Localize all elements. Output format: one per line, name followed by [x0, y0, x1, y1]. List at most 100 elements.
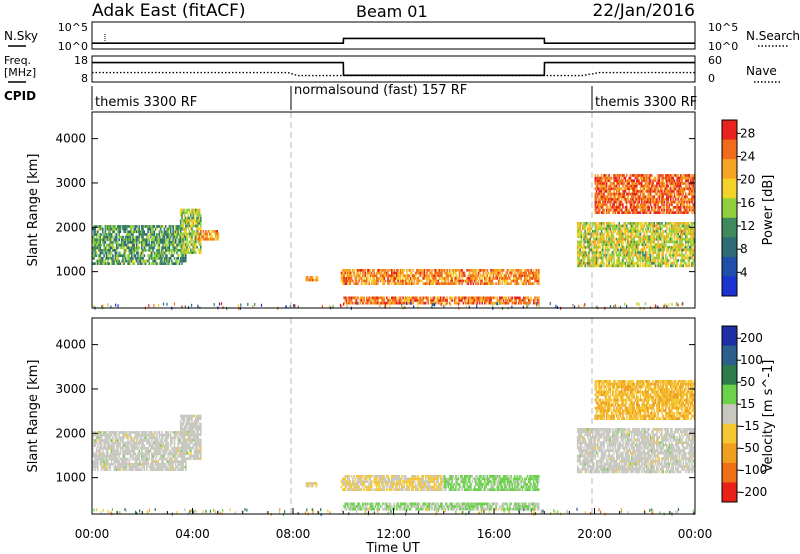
echo-cell: [129, 449, 132, 453]
echo-cell: [595, 253, 598, 257]
echo-cell: [612, 192, 614, 196]
echo-cell: [92, 463, 94, 466]
echo-cell: [120, 235, 123, 239]
echo-cell: [641, 179, 643, 183]
cpid-row: CPID themis 3300 RF normalsound (fast) 1…: [4, 83, 697, 110]
echo-cell: [669, 232, 672, 236]
echo-cell: [587, 245, 589, 249]
echo-cell: [685, 256, 687, 260]
echo-cell: [162, 246, 164, 250]
echo-cell: [467, 277, 470, 280]
echo-cell: [406, 269, 408, 272]
echo-cell: [486, 271, 489, 275]
echo-cell: [311, 278, 314, 282]
echo-cell: [624, 200, 627, 204]
echo-cell: [441, 282, 443, 285]
echo-cell: [618, 176, 620, 180]
echo-cell: [599, 200, 602, 204]
echo-cell: [396, 299, 398, 302]
echo-cell: [599, 198, 602, 201]
echo-cell: [92, 249, 94, 252]
echo-cell: [94, 238, 97, 242]
echo-cell: [682, 243, 684, 246]
echo-cell: [344, 279, 347, 283]
echo-cell: [580, 237, 583, 241]
echo-cell: [107, 463, 109, 466]
echo-cell: [662, 200, 664, 204]
echo-cell: [213, 230, 216, 233]
echo-cell: [617, 187, 619, 191]
echo-cell: [579, 248, 581, 252]
echo-cell: [433, 279, 436, 283]
echo-cell: [667, 211, 669, 214]
echo-cell: [658, 245, 661, 249]
echo-cell: [634, 243, 637, 246]
echo-cell: [100, 431, 103, 434]
echo-cell: [130, 444, 133, 448]
echo-cell: [100, 225, 103, 228]
echo-cell: [195, 245, 197, 249]
echo-cell: [643, 235, 646, 238]
echo-cell: [93, 433, 95, 437]
echo-cell: [105, 238, 108, 242]
nsky-label: N.Sky: [4, 29, 38, 43]
echo-cell: [179, 232, 182, 236]
echo-cell: [637, 224, 639, 228]
echo-cell: [629, 240, 632, 244]
echo-cell: [355, 271, 358, 275]
echo-cell: [598, 190, 600, 193]
echo-cell: [457, 279, 460, 283]
echo-cell: [183, 214, 186, 217]
echo-cell: [357, 269, 359, 272]
echo-cell: [183, 245, 186, 249]
echo-cell: [407, 274, 409, 277]
echo-cell: [619, 203, 622, 206]
echo-cell: [597, 230, 599, 233]
echo-cell: [206, 235, 208, 238]
echo-cell: [105, 254, 108, 257]
colorbar-swatch: [722, 237, 737, 258]
echo-cell: [633, 206, 635, 209]
echo-cell: [642, 192, 644, 196]
echo-cell: [190, 251, 192, 254]
echo-cell: [618, 190, 620, 193]
echo-cell: [659, 264, 662, 268]
echo-cell: [409, 282, 412, 285]
echo-cell: [397, 277, 399, 280]
echo-cell: [183, 222, 186, 225]
echo-cell: [154, 243, 157, 247]
echo-cell: [580, 261, 583, 265]
echo-cell: [691, 243, 693, 246]
echo-cell: [530, 282, 532, 285]
echo-cell: [669, 256, 672, 260]
echo-cell: [166, 259, 168, 263]
echo-cell: [363, 277, 365, 280]
echo-cell: [677, 232, 679, 236]
echo-cell: [614, 208, 617, 212]
echo-cell: [461, 271, 463, 275]
echo-cell: [389, 274, 392, 277]
echo-cell: [632, 264, 634, 268]
echo-cell: [524, 277, 526, 280]
echo-cell: [480, 279, 482, 283]
echo-cell: [634, 195, 637, 199]
echo-cell: [658, 176, 661, 180]
echo-cell: [636, 184, 638, 188]
echo-cell: [507, 277, 510, 280]
echo-cell: [172, 227, 174, 231]
echo-cell: [669, 190, 672, 193]
echo-cell: [370, 282, 373, 285]
echo-cell: [580, 230, 583, 233]
echo-cell: [668, 227, 671, 230]
echo-cell: [679, 243, 682, 246]
echo-cell: [643, 243, 646, 246]
echo-cell: [613, 179, 615, 183]
echo-cell: [402, 282, 404, 285]
echo-cell: [653, 230, 656, 233]
echo-cell: [98, 241, 100, 244]
echo-cell: [685, 251, 687, 254]
echo-cell: [128, 431, 130, 434]
echo-cell: [181, 237, 183, 241]
echo-cell: [396, 282, 398, 285]
echo-cell: [125, 431, 128, 434]
